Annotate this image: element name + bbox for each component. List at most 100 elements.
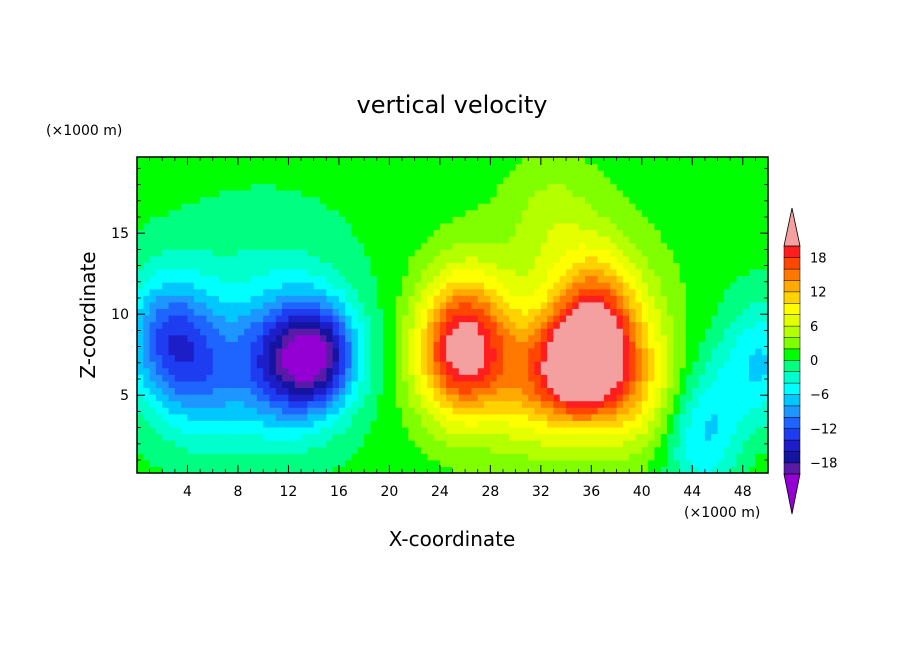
heatmap-cell <box>553 321 561 329</box>
heatmap-cell <box>345 268 353 277</box>
heatmap-cell <box>553 413 561 421</box>
heatmap-cell <box>477 275 485 283</box>
heatmap-cell <box>376 459 384 468</box>
heatmap-cell <box>225 308 233 316</box>
heatmap-cell <box>547 334 555 342</box>
heatmap-cell <box>143 354 151 362</box>
heatmap-cell <box>237 394 245 402</box>
heatmap-cell <box>566 446 573 454</box>
heatmap-cell <box>673 229 681 237</box>
heatmap-cell <box>219 413 226 421</box>
heatmap-cell <box>641 255 649 263</box>
heatmap-cell <box>509 347 517 356</box>
heatmap-cell <box>736 400 744 408</box>
heatmap-cell <box>578 170 586 178</box>
heatmap-cell <box>452 170 460 178</box>
heatmap-cell <box>490 216 498 224</box>
heatmap-cell <box>231 347 239 356</box>
heatmap-cell <box>351 387 359 395</box>
heatmap-cell <box>515 374 523 382</box>
heatmap-cell <box>332 183 340 191</box>
heatmap-cell <box>420 249 428 257</box>
heatmap-cell <box>641 407 649 415</box>
heatmap-cell <box>187 367 195 375</box>
heatmap-cell <box>212 440 220 448</box>
heatmap-cell <box>730 275 738 283</box>
heatmap-cell <box>749 394 756 402</box>
heatmap-cell <box>439 157 447 165</box>
heatmap-cell <box>357 255 365 263</box>
heatmap-cell <box>654 466 662 473</box>
heatmap-cell <box>357 433 365 441</box>
heatmap-cell <box>137 170 144 178</box>
heatmap-cell <box>603 453 611 461</box>
heatmap-cell <box>420 242 428 250</box>
heatmap-cell <box>326 334 334 342</box>
heatmap-cell <box>496 170 504 178</box>
heatmap-cell <box>667 301 674 310</box>
heatmap-cell <box>484 440 491 448</box>
heatmap-cell <box>553 275 561 283</box>
heatmap-cell <box>761 236 768 244</box>
heatmap-cell <box>692 242 700 250</box>
heatmap-cell <box>389 308 397 316</box>
colorbar-swatch <box>783 245 801 258</box>
heatmap-cell <box>585 315 592 323</box>
heatmap-cell <box>452 189 460 198</box>
heatmap-cell <box>553 295 561 303</box>
heatmap-cell <box>603 308 611 316</box>
heatmap-cell <box>742 334 750 342</box>
heatmap-cell <box>490 203 498 211</box>
heatmap-cell <box>256 301 264 310</box>
heatmap-cell <box>414 301 422 310</box>
heatmap-cell <box>206 255 214 263</box>
heatmap-cell <box>692 380 700 389</box>
heatmap-cell <box>698 433 706 441</box>
heatmap-cell <box>534 354 542 362</box>
heatmap-cell <box>269 367 277 375</box>
heatmap-cell <box>427 367 435 375</box>
heatmap-cell <box>143 334 151 342</box>
heatmap-cell <box>496 347 504 356</box>
heatmap-cell <box>155 400 163 408</box>
heatmap-cell <box>244 222 252 231</box>
heatmap-cell <box>660 433 668 441</box>
heatmap-cell <box>301 282 308 290</box>
heatmap-cell <box>383 176 390 184</box>
heatmap-cell <box>730 354 738 362</box>
heatmap-cell <box>351 222 359 231</box>
heatmap-cell <box>332 328 340 336</box>
heatmap-cell <box>673 242 681 250</box>
heatmap-cell <box>446 295 454 303</box>
heatmap-cell <box>193 170 201 178</box>
heatmap-cell <box>174 334 182 342</box>
heatmap-cell <box>162 275 170 283</box>
heatmap-cell <box>364 315 372 323</box>
heatmap-cell <box>288 170 296 178</box>
heatmap-cell <box>509 170 517 178</box>
heatmap-cell <box>231 315 239 323</box>
heatmap-cell <box>477 341 485 349</box>
heatmap-cell <box>698 282 706 290</box>
heatmap-cell <box>408 229 416 237</box>
x-tick-label: 16 <box>330 484 348 500</box>
heatmap-cell <box>143 295 151 303</box>
heatmap-cell <box>521 301 529 310</box>
heatmap-cell <box>572 203 580 211</box>
heatmap-cell <box>237 341 245 349</box>
heatmap-cell <box>402 301 409 310</box>
heatmap-cell <box>244 255 252 263</box>
heatmap-cell <box>547 380 555 389</box>
heatmap-cell <box>521 400 529 408</box>
heatmap-cell <box>376 288 384 296</box>
heatmap-cell <box>225 262 233 270</box>
heatmap-cell <box>635 295 643 303</box>
heatmap-cell <box>521 367 529 375</box>
heatmap-cell <box>237 446 245 454</box>
heatmap-cell <box>402 354 409 362</box>
heatmap-cell <box>553 229 561 237</box>
heatmap-cell <box>219 255 226 263</box>
heatmap-cell <box>742 288 750 296</box>
heatmap-cell <box>755 420 763 428</box>
heatmap-cell <box>168 229 176 237</box>
